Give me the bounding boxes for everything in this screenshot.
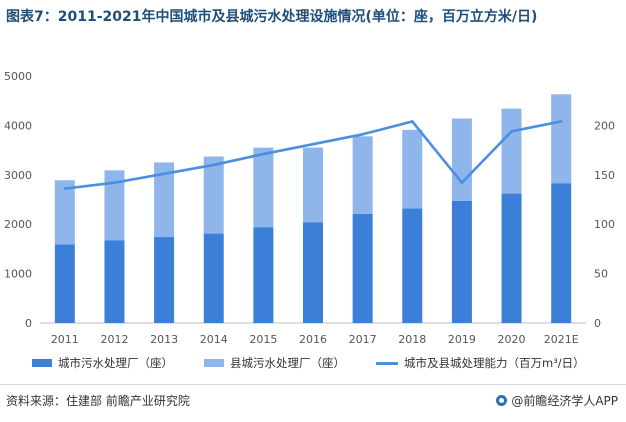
right-tick-label-4: 200 — [594, 119, 615, 132]
legend-label-county: 县城污水处理厂（座） — [230, 356, 345, 370]
line-series — [63, 120, 563, 190]
bar-city-2019 — [451, 200, 472, 323]
legend-item-county: 县城污水处理厂（座） — [204, 355, 345, 371]
x-tick-label-2: 2013 — [150, 333, 178, 346]
bar-city-2012 — [104, 240, 125, 323]
x-tick-label-8: 2019 — [448, 333, 476, 346]
right-axis: 0 50 100 150 200 — [594, 119, 615, 330]
legend-item-capacity: 城市及县城处理能力（百万m³/日） — [376, 355, 585, 371]
left-tick-label-3: 3000 — [4, 169, 32, 182]
left-tick-label-5: 5000 — [4, 70, 32, 83]
left-tick-label-1: 1000 — [4, 268, 32, 281]
capacity-point-2016 — [311, 142, 315, 146]
bar-city-2015 — [253, 227, 274, 323]
bar-city-2020 — [501, 193, 522, 323]
capacity-point-2013 — [162, 172, 166, 176]
left-tick-label-2: 2000 — [4, 218, 32, 231]
legend-label-city: 城市污水处理厂（座） — [58, 356, 173, 370]
bar-county-2018 — [402, 129, 423, 209]
bar-city-2021E — [551, 183, 572, 323]
bar-county-2011 — [54, 180, 75, 245]
bar-county-2013 — [154, 162, 175, 238]
capacity-point-2012 — [113, 181, 116, 185]
bar-county-2016 — [303, 147, 323, 223]
right-tick-label-0: 0 — [594, 317, 601, 330]
legend-swatch-county — [204, 359, 224, 367]
bar-county-2017 — [352, 136, 373, 214]
capacity-point-2019 — [460, 181, 464, 185]
x-tick-label-6: 2017 — [349, 333, 377, 346]
chart-title: 图表7：2011-2021年中国城市及县城污水处理设施情况(单位：座，百万立方米… — [6, 9, 538, 25]
bar-city-2011 — [54, 244, 75, 323]
x-tick-label-0: 2011 — [51, 333, 79, 346]
left-tick-label-0: 0 — [25, 317, 32, 330]
x-tick-label-5: 2016 — [299, 333, 327, 346]
bar-county-2014 — [203, 156, 224, 234]
legend-item-city: 城市污水处理厂（座） — [32, 355, 173, 371]
capacity-point-2017 — [361, 132, 364, 136]
x-tick-label-10: 2021E — [544, 333, 579, 346]
right-tick-label-1: 50 — [594, 268, 608, 281]
bar-city-2016 — [303, 222, 323, 323]
footer-divider — [0, 384, 626, 385]
left-tick-label-4: 4000 — [4, 119, 32, 132]
legend: 城市污水处理厂（座） 县城污水处理厂（座） 城市及县城处理能力（百万m³/日） — [32, 355, 622, 373]
source-note: 资料来源：住建部 前瞻产业研究院 — [6, 394, 190, 408]
bar-city-2017 — [352, 213, 373, 323]
x-tick-label-7: 2018 — [398, 333, 426, 346]
legend-swatch-capacity — [376, 361, 398, 365]
qianzhan-logo-icon — [496, 395, 508, 406]
x-axis: 2011 2012 2013 2014 2015 2016 2017 2018 2019 2020… — [40, 322, 586, 346]
bar-city-2013 — [154, 237, 175, 323]
bar-county-2020 — [501, 108, 522, 194]
bar-series — [54, 94, 572, 323]
capacity-point-2018 — [410, 120, 414, 123]
right-tick-label-2: 100 — [594, 218, 615, 231]
x-tick-label-1: 2012 — [100, 333, 128, 346]
brand-label: @前瞻经济学人APP — [511, 394, 618, 408]
capacity-point-2020 — [510, 130, 513, 133]
capacity-point-2015 — [262, 152, 265, 156]
bar-city-2014 — [203, 233, 224, 323]
x-tick-label-9: 2020 — [498, 333, 526, 346]
capacity-point-2011 — [63, 187, 67, 190]
brand-mark: @前瞻经济学人APP — [496, 392, 618, 409]
bar-county-2021E — [551, 94, 572, 184]
legend-label-capacity: 城市及县城处理能力（百万m³/日） — [404, 356, 585, 370]
x-tick-label-4: 2015 — [249, 333, 277, 346]
x-tick-label-3: 2014 — [200, 333, 228, 346]
bar-county-2019 — [451, 118, 472, 201]
legend-swatch-city — [32, 359, 52, 367]
capacity-point-2021E — [559, 120, 563, 123]
bar-city-2018 — [402, 208, 423, 323]
capacity-point-2014 — [212, 163, 216, 167]
right-tick-label-3: 150 — [594, 169, 615, 182]
bar-county-2012 — [104, 170, 125, 241]
left-axis: 0 1000 2000 3000 4000 5000 — [4, 70, 32, 330]
bar-county-2015 — [253, 147, 274, 228]
